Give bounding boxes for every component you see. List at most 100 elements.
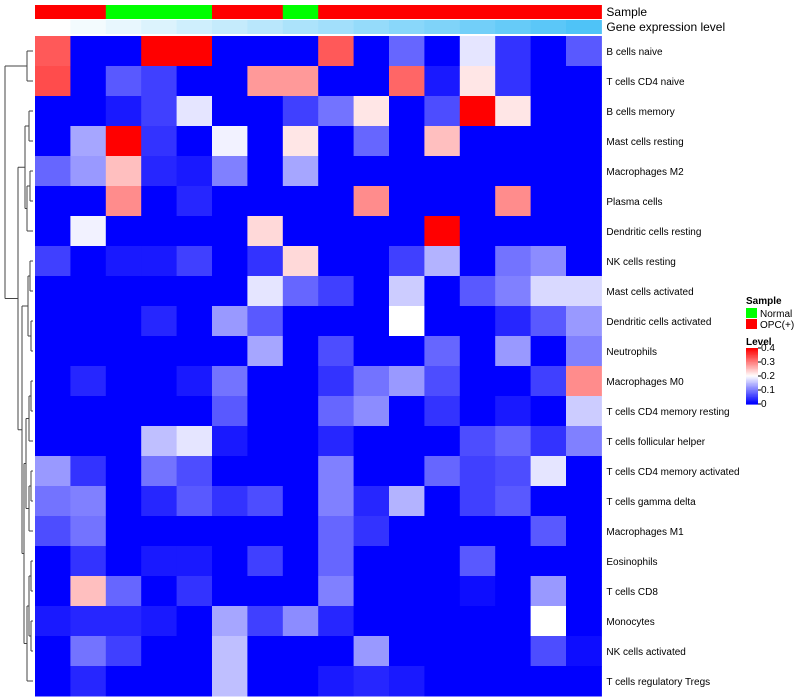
- level-annotation-cell: [389, 20, 425, 34]
- heatmap-cell: [530, 636, 567, 667]
- heatmap-cell: [318, 216, 355, 247]
- heatmap-cell: [176, 126, 213, 157]
- heatmap-cell: [424, 366, 461, 397]
- legend-gradient-step: [746, 362, 758, 364]
- legend-tick-label: 0.1: [761, 385, 775, 396]
- row-label: B cells memory: [606, 107, 674, 118]
- heatmap-cell: [353, 216, 390, 247]
- heatmap-cell: [70, 96, 107, 127]
- heatmap-cell: [105, 126, 142, 157]
- heatmap-cell: [282, 516, 319, 547]
- heatmap-cell: [247, 636, 284, 667]
- heatmap-cell: [212, 546, 248, 577]
- heatmap-cell: [282, 396, 319, 427]
- row-label: T cells follicular helper: [606, 437, 705, 448]
- heatmap-cell: [495, 486, 532, 517]
- legend-gradient-step: [746, 399, 758, 402]
- legend-tick-label: 0.3: [761, 357, 775, 368]
- level-annotation-cell: [353, 20, 390, 34]
- heatmap-cell: [176, 216, 213, 247]
- legend-gradient-step: [746, 356, 758, 359]
- heatmap-cell: [247, 66, 284, 97]
- legend-gradient-step: [746, 387, 758, 390]
- heatmap-cell: [353, 66, 390, 97]
- row-labels: B cells naive T cells CD4 naive B cells me…: [606, 47, 739, 688]
- heatmap-cell: [141, 306, 178, 337]
- heatmap-cell: [70, 36, 107, 67]
- heatmap-cell: [353, 636, 390, 667]
- heatmap-cell: [70, 546, 107, 577]
- heatmap-cells: [35, 36, 602, 697]
- heatmap-cell: [353, 96, 390, 127]
- heatmap-cell: [282, 96, 319, 127]
- heatmap-cell: [495, 636, 532, 667]
- sample-annotation-cell: [566, 5, 602, 19]
- row-label: Mast cells activated: [606, 287, 693, 298]
- heatmap-cell: [566, 126, 602, 157]
- heatmap-cell: [70, 306, 107, 337]
- heatmap-cell: [318, 666, 355, 697]
- heatmap-cell: [389, 156, 425, 187]
- heatmap-cell: [318, 546, 355, 577]
- heatmap-cell: [530, 396, 567, 427]
- row-label: NK cells resting: [606, 257, 675, 268]
- heatmap-cell: [176, 516, 213, 547]
- heatmap-cell: [389, 486, 425, 517]
- heatmap-cell: [495, 66, 532, 97]
- heatmap-cell: [566, 366, 602, 397]
- heatmap-cell: [318, 366, 355, 397]
- heatmap-cell: [141, 336, 178, 367]
- heatmap-cell: [389, 306, 425, 337]
- heatmap-cell: [141, 216, 178, 247]
- legend-tick-label: 0: [761, 399, 767, 410]
- heatmap-cell: [459, 306, 496, 337]
- row-label: T cells CD4 memory resting: [606, 407, 729, 418]
- heatmap-cell: [459, 366, 496, 397]
- heatmap-cell: [530, 156, 567, 187]
- legend-gradient-step: [746, 380, 758, 383]
- legend-entry-label: OPC(+): [760, 320, 794, 331]
- row-label: T cells gamma delta: [606, 497, 696, 508]
- heatmap-cell: [35, 516, 71, 547]
- heatmap-cell: [318, 96, 355, 127]
- legend-gradient-step: [746, 402, 758, 405]
- heatmap-cell: [35, 606, 71, 637]
- heatmap-cell: [566, 516, 602, 547]
- heatmap-cell: [424, 636, 461, 667]
- level-annotation-cell: [318, 20, 355, 34]
- legend-sample-title: Sample: [746, 296, 782, 307]
- heatmap-cell: [318, 246, 355, 277]
- row-label: T cells CD4 memory activated: [606, 467, 739, 478]
- sample-annotation-cell: [282, 5, 319, 19]
- heatmap-cell: [212, 66, 248, 97]
- heatmap-cell: [566, 246, 602, 277]
- sample-annotation-cell: [70, 5, 107, 19]
- legend-tick-label: 0.2: [761, 371, 775, 382]
- legend-gradient-step: [746, 348, 758, 350]
- heatmap-cell: [566, 336, 602, 367]
- heatmap-cell: [141, 546, 178, 577]
- heatmap-cell: [530, 366, 567, 397]
- heatmap-cell: [105, 186, 142, 217]
- heatmap-cell: [212, 186, 248, 217]
- row-label: Dendritic cells activated: [606, 317, 711, 328]
- sample-annotation-cell: [105, 5, 142, 19]
- heatmap-cell: [353, 396, 390, 427]
- heatmap-cell: [212, 216, 248, 247]
- heatmap-cell: [35, 426, 71, 457]
- heatmap-cell: [212, 396, 248, 427]
- heatmap-cell: [247, 186, 284, 217]
- heatmap-cell: [247, 306, 284, 337]
- heatmap-cell: [495, 276, 532, 307]
- level-annotation-cell: [176, 20, 213, 34]
- heatmap-cell: [566, 606, 602, 637]
- heatmap-cell: [459, 246, 496, 277]
- heatmap-cell: [459, 96, 496, 127]
- heatmap-cell: [212, 576, 248, 607]
- legend-gradient-step: [746, 397, 758, 399]
- heatmap-cell: [247, 156, 284, 187]
- legend-gradient-step: [746, 374, 758, 377]
- heatmap-cell: [530, 36, 567, 67]
- sample-annotation-cell: [35, 5, 71, 19]
